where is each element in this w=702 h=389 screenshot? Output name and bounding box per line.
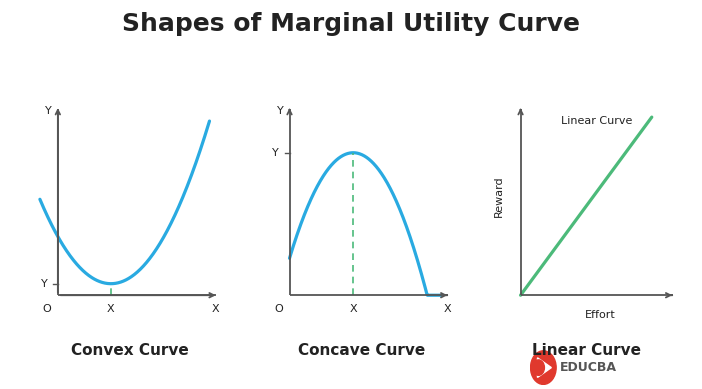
Text: Reward: Reward [494,175,504,217]
Text: Effort: Effort [585,310,616,320]
Text: Shapes of Marginal Utility Curve: Shapes of Marginal Utility Curve [122,12,580,36]
Text: Linear Curve: Linear Curve [531,343,641,357]
Text: Y: Y [277,106,284,116]
Text: X: X [444,304,451,314]
Text: Y: Y [272,148,279,158]
Text: Y: Y [46,106,52,116]
Polygon shape [538,358,551,377]
Text: O: O [43,304,52,314]
Text: X: X [350,304,357,314]
Text: EDUCBA: EDUCBA [560,361,617,374]
Text: Linear Curve: Linear Curve [561,116,632,126]
Text: X: X [212,304,219,314]
Text: Convex Curve: Convex Curve [71,343,189,357]
Text: Concave Curve: Concave Curve [298,343,425,357]
Text: Y: Y [41,279,48,289]
Text: X: X [107,304,114,314]
Text: O: O [274,304,284,314]
Circle shape [531,351,556,384]
Circle shape [533,360,545,375]
